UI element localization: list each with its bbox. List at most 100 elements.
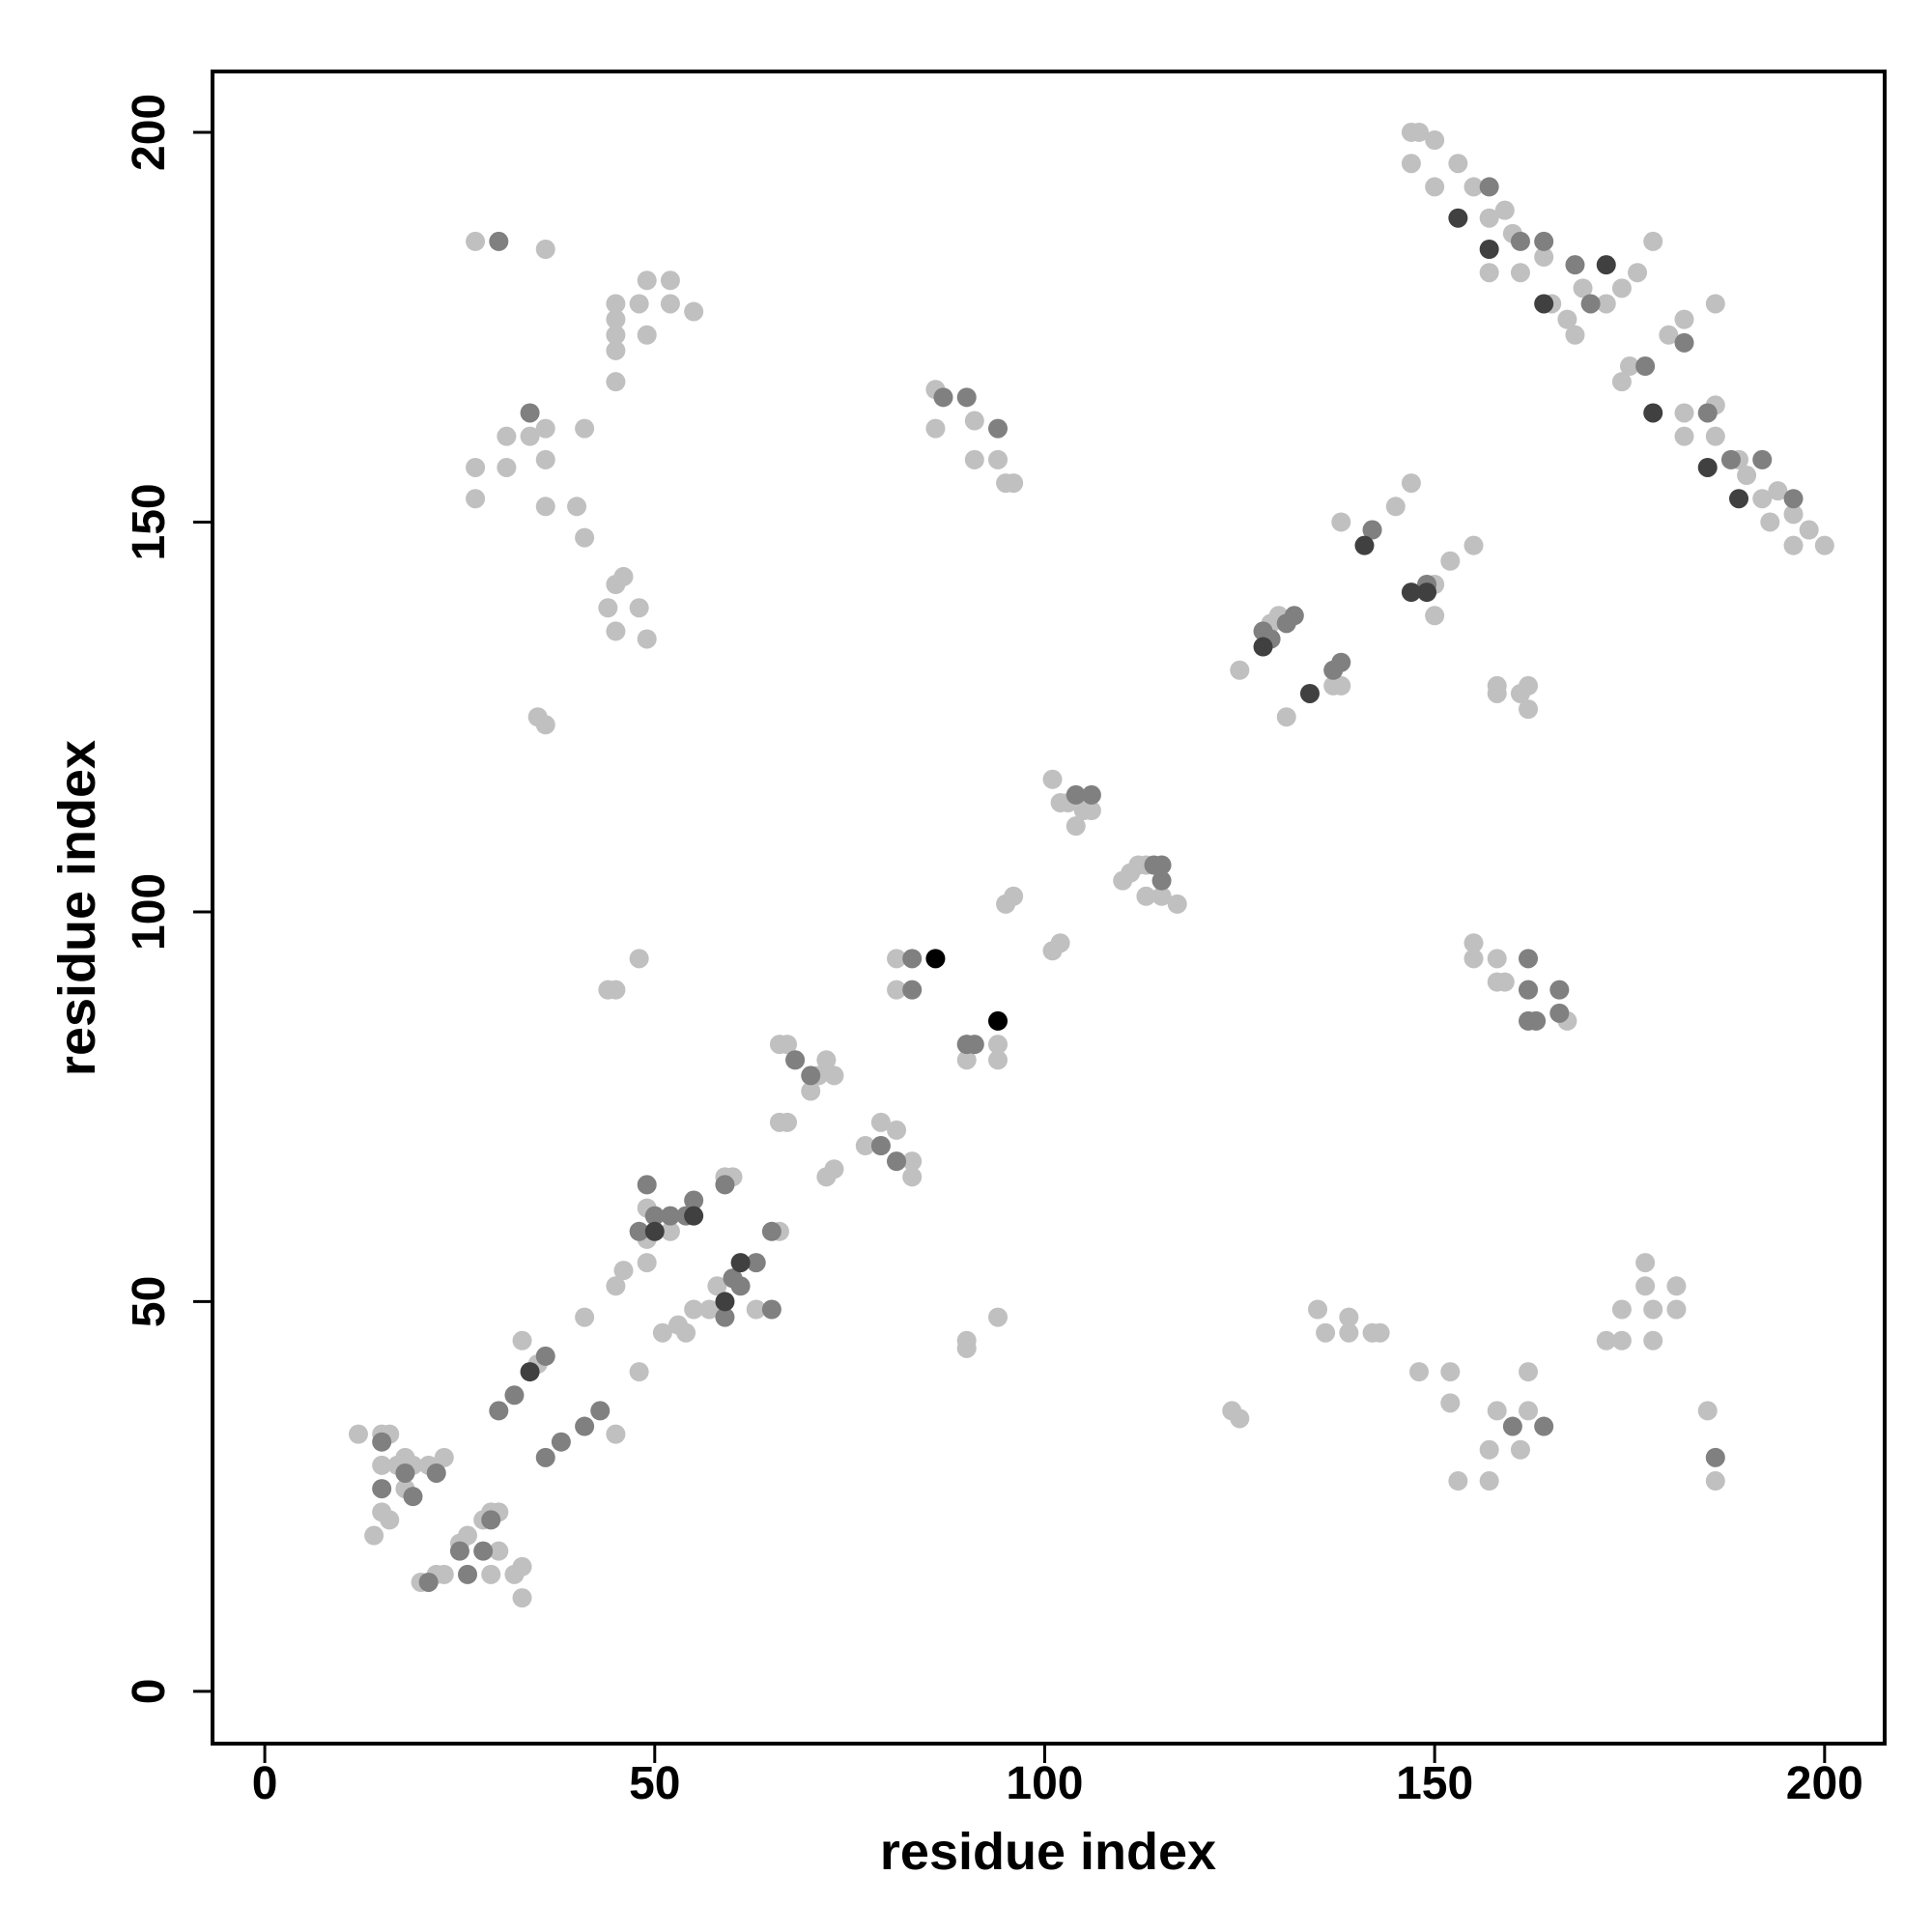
point bbox=[1674, 332, 1694, 353]
point bbox=[660, 294, 680, 314]
point bbox=[1409, 1362, 1430, 1382]
point bbox=[1557, 309, 1577, 329]
y-tick-label: 50 bbox=[124, 1276, 175, 1327]
point bbox=[988, 1307, 1009, 1327]
point bbox=[684, 1299, 704, 1320]
point bbox=[598, 598, 618, 618]
point bbox=[1354, 535, 1375, 555]
point bbox=[629, 1362, 649, 1382]
point bbox=[1401, 582, 1421, 603]
point bbox=[473, 1541, 494, 1561]
point bbox=[1510, 1439, 1530, 1460]
point bbox=[1494, 200, 1515, 220]
point bbox=[1565, 255, 1585, 275]
point bbox=[1339, 1322, 1359, 1343]
point bbox=[1611, 1330, 1632, 1350]
point bbox=[746, 1299, 766, 1320]
point bbox=[637, 629, 657, 649]
point bbox=[606, 1424, 626, 1444]
x-tick-label: 100 bbox=[1006, 1758, 1083, 1809]
point bbox=[629, 294, 649, 314]
point bbox=[1401, 473, 1421, 494]
point bbox=[785, 1050, 806, 1070]
point bbox=[1643, 1330, 1663, 1350]
point bbox=[902, 1167, 923, 1187]
point bbox=[1519, 1010, 1539, 1031]
point bbox=[1737, 466, 1757, 486]
point bbox=[1549, 980, 1570, 1000]
point bbox=[466, 231, 486, 251]
point bbox=[644, 1206, 665, 1226]
point bbox=[1534, 294, 1554, 314]
point bbox=[1519, 699, 1539, 720]
point bbox=[1674, 426, 1694, 446]
point bbox=[1519, 675, 1539, 696]
point bbox=[1276, 707, 1296, 727]
point bbox=[1619, 356, 1639, 377]
point bbox=[1580, 294, 1601, 314]
point bbox=[1814, 535, 1834, 555]
point bbox=[887, 1151, 907, 1172]
point bbox=[778, 1112, 798, 1132]
point bbox=[1284, 606, 1304, 626]
point bbox=[613, 1261, 634, 1281]
point bbox=[1519, 980, 1539, 1000]
point bbox=[1479, 177, 1499, 197]
point bbox=[824, 1159, 844, 1179]
point bbox=[629, 598, 649, 618]
point bbox=[535, 1346, 555, 1366]
point bbox=[372, 1479, 392, 1499]
point bbox=[489, 231, 509, 251]
point bbox=[870, 1112, 891, 1132]
point bbox=[956, 1050, 977, 1070]
point bbox=[372, 1455, 392, 1475]
point bbox=[1151, 886, 1172, 906]
point bbox=[1128, 855, 1149, 875]
point bbox=[855, 1136, 875, 1156]
point bbox=[1666, 1276, 1687, 1296]
point bbox=[925, 949, 946, 969]
point bbox=[504, 1564, 525, 1584]
point bbox=[1611, 372, 1632, 392]
point bbox=[535, 1447, 555, 1467]
point bbox=[824, 1065, 844, 1086]
y-tick-label: 200 bbox=[124, 94, 175, 171]
point bbox=[575, 1416, 595, 1436]
point bbox=[395, 1463, 415, 1483]
point bbox=[418, 1572, 439, 1592]
point bbox=[1463, 933, 1484, 953]
point bbox=[715, 1175, 735, 1195]
point bbox=[606, 294, 626, 314]
point bbox=[644, 1221, 665, 1241]
point bbox=[1299, 683, 1320, 703]
point bbox=[1635, 1276, 1656, 1296]
point bbox=[1783, 489, 1804, 509]
point bbox=[1409, 122, 1430, 142]
point bbox=[380, 1510, 400, 1530]
point bbox=[1401, 154, 1421, 174]
point bbox=[988, 1050, 1009, 1070]
point bbox=[1510, 263, 1530, 283]
point bbox=[1643, 403, 1663, 423]
point bbox=[1643, 231, 1663, 251]
point bbox=[434, 1564, 454, 1584]
point bbox=[466, 489, 486, 509]
point bbox=[512, 1330, 532, 1350]
point bbox=[1659, 325, 1679, 345]
point bbox=[489, 1541, 509, 1561]
point bbox=[606, 340, 626, 360]
point bbox=[933, 387, 953, 408]
point bbox=[1339, 1307, 1359, 1327]
point bbox=[637, 1253, 657, 1273]
point bbox=[575, 1307, 595, 1327]
point bbox=[707, 1276, 727, 1296]
point bbox=[730, 1276, 751, 1296]
plot-frame bbox=[211, 70, 1887, 1746]
y-tick-label: 0 bbox=[124, 1679, 175, 1705]
point bbox=[1167, 894, 1187, 914]
point bbox=[684, 1206, 704, 1226]
point bbox=[1752, 489, 1773, 509]
point bbox=[684, 301, 704, 322]
point bbox=[1425, 130, 1445, 151]
